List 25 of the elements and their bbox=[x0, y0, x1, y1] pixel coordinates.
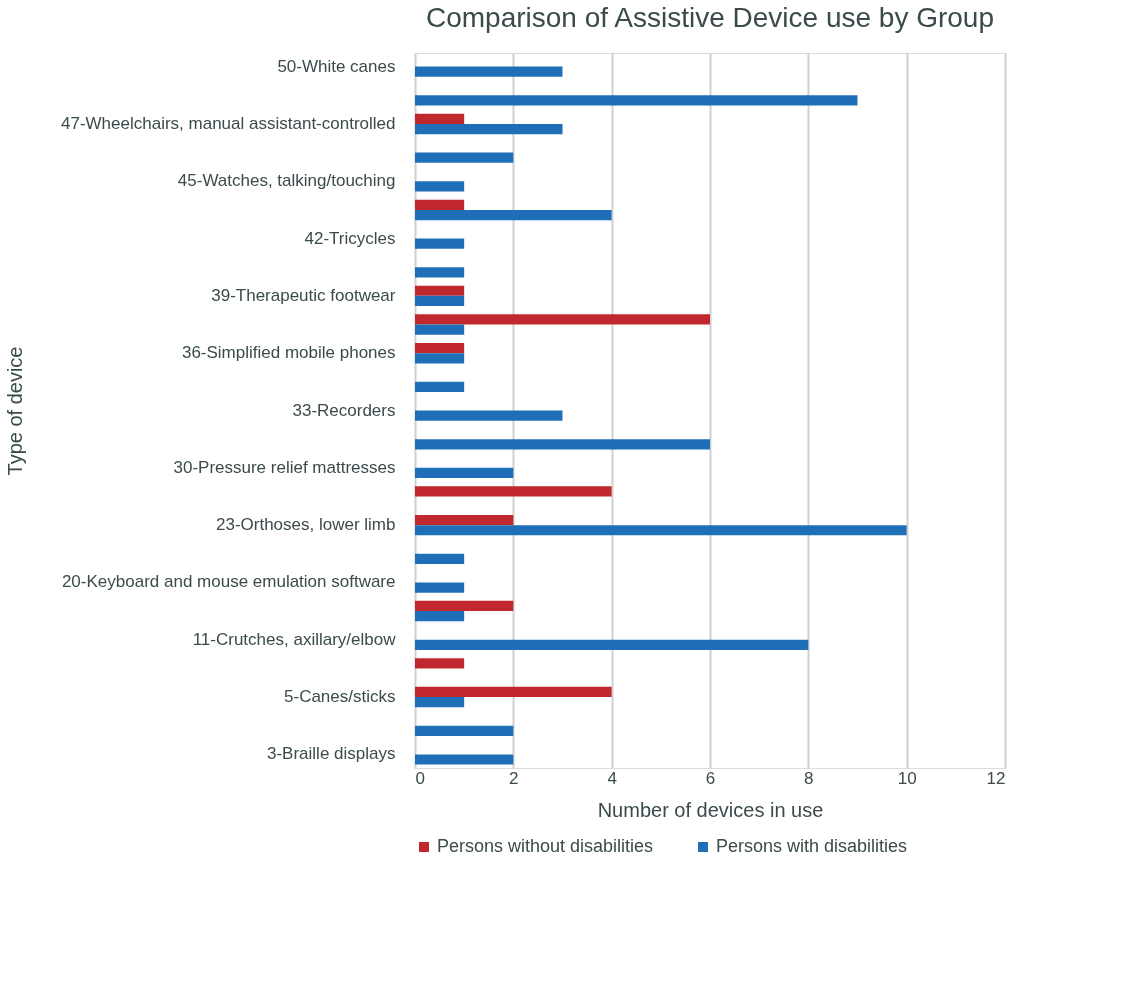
x-axis-title: Number of devices in use bbox=[597, 798, 824, 821]
x-tick-label: 2 bbox=[509, 768, 519, 788]
y-tick-label: 11-Crutches, axillary/elbow bbox=[192, 629, 397, 649]
y-axis-title: Type of device bbox=[3, 346, 26, 476]
y-tick-label: 33-Recorders bbox=[292, 400, 396, 420]
y-tick-label: 5-Canes/sticks bbox=[284, 687, 396, 707]
y-tick-label: 30-Pressure relief mattresses bbox=[173, 457, 396, 477]
x-tick-label: 8 bbox=[804, 768, 814, 788]
y-tick-label: 45-Watches, talking/touching bbox=[177, 171, 396, 191]
chart-title: Comparison of Assistive Device use by Group bbox=[425, 2, 995, 33]
x-tick-label: 12 bbox=[986, 768, 1006, 788]
y-tick-label: 3-Braille displays bbox=[267, 744, 396, 764]
legend-label: Persons with disabilities bbox=[716, 836, 908, 856]
x-tick-label: 0 bbox=[415, 768, 425, 788]
x-tick-label: 10 bbox=[897, 768, 917, 788]
y-tick-label: 36-Simplified mobile phones bbox=[181, 343, 396, 363]
y-tick-label: 50-White canes bbox=[277, 56, 396, 76]
x-tick-label: 4 bbox=[607, 768, 617, 788]
y-tick-label: 39-Therapeutic footwear bbox=[211, 285, 396, 305]
y-tick-label: 47-Wheelchairs, manual assistant-controlled bbox=[61, 113, 396, 133]
y-tick-label: 20-Keyboard and mouse emulation software bbox=[61, 572, 396, 592]
x-tick-label: 6 bbox=[705, 768, 716, 788]
y-tick-label: 23-Orthoses, lower limb bbox=[215, 515, 396, 535]
y-tick-label: 42-Tricycles bbox=[304, 228, 396, 248]
legend-label: Persons without disabilities bbox=[437, 836, 654, 856]
